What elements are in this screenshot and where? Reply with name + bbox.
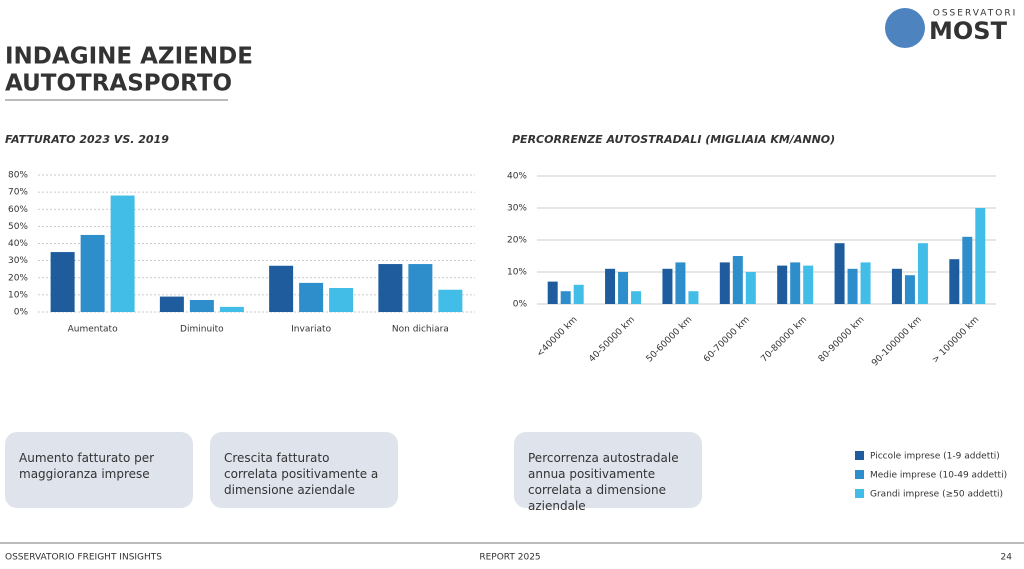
legend-swatch xyxy=(855,470,864,479)
x-tick-label: 70-80000 km xyxy=(759,315,809,365)
x-tick-label: > 100000 km xyxy=(931,315,982,366)
bar xyxy=(573,284,584,304)
bar xyxy=(917,243,928,304)
bar xyxy=(790,262,801,304)
y-tick-label: 20% xyxy=(8,273,28,283)
x-tick-label: 80-90000 km xyxy=(817,315,867,365)
x-tick-label: 60-70000 km xyxy=(702,315,752,365)
bar xyxy=(547,281,558,304)
bar xyxy=(159,296,184,312)
bar xyxy=(110,195,135,312)
y-tick-label: 10% xyxy=(507,268,527,278)
y-tick-label: 0% xyxy=(513,300,528,310)
footer-left: OSSERVATORIO FREIGHT INSIGHTS xyxy=(5,553,162,563)
bar xyxy=(618,272,629,304)
title-line: AUTOTRASPORTO xyxy=(5,71,232,97)
bar xyxy=(189,300,214,312)
bar xyxy=(962,236,973,304)
bar xyxy=(299,282,324,312)
x-tick-label: 40-50000 km xyxy=(587,315,637,365)
y-tick-label: 10% xyxy=(8,290,28,300)
chart-title: PERCORRENZE AUTOSTRADALI (MIGLIAIA KM/AN… xyxy=(512,133,835,146)
bar xyxy=(777,265,788,304)
chart-title: FATTURATO 2023 VS. 2019 xyxy=(5,133,169,146)
legend-swatch xyxy=(855,489,864,498)
title-line: INDAGINE AZIENDE xyxy=(5,44,253,70)
legend-label: Grandi imprese (≥50 addetti) xyxy=(870,490,1003,500)
bar xyxy=(662,268,673,304)
bar xyxy=(605,268,616,304)
bar xyxy=(803,265,814,304)
bar xyxy=(860,262,871,304)
bar xyxy=(847,268,858,304)
bar xyxy=(675,262,686,304)
x-tick-label: 90-100000 km xyxy=(870,315,924,369)
x-tick-label: 50-60000 km xyxy=(645,315,695,365)
bar xyxy=(80,234,105,312)
x-tick-label: Diminuito xyxy=(180,325,224,335)
bar xyxy=(745,272,756,304)
bar xyxy=(219,306,244,312)
note: Crescita fatturato correlata positivamen… xyxy=(210,432,398,508)
bar xyxy=(329,288,354,312)
x-tick-label: Invariato xyxy=(291,325,331,335)
legend-label: Piccole imprese (1-9 addetti) xyxy=(870,452,1000,462)
y-tick-label: 40% xyxy=(507,172,527,182)
bar xyxy=(560,291,571,304)
note: Percorrenza autostradale annua positivam… xyxy=(514,432,702,513)
y-tick-label: 40% xyxy=(8,239,28,249)
y-tick-label: 50% xyxy=(8,222,28,232)
bar xyxy=(631,291,642,304)
bar xyxy=(378,264,403,312)
note: Aumento fatturato per maggioranza impres… xyxy=(5,432,193,508)
logo-globe xyxy=(885,8,925,48)
bar xyxy=(269,265,294,312)
bar xyxy=(408,264,433,312)
y-tick-label: 30% xyxy=(8,256,28,266)
bar xyxy=(834,243,845,304)
bar xyxy=(904,275,915,304)
bar xyxy=(975,208,986,304)
legend-swatch xyxy=(855,451,864,460)
x-tick-label: Aumentato xyxy=(68,325,118,335)
bar xyxy=(438,289,463,312)
bar xyxy=(732,256,743,304)
y-tick-label: 30% xyxy=(507,204,527,214)
footer-center: REPORT 2025 xyxy=(479,553,540,563)
x-tick-label: <40000 km xyxy=(535,315,580,360)
y-tick-label: 20% xyxy=(507,236,527,246)
bar xyxy=(719,262,730,304)
bar xyxy=(688,291,699,304)
y-tick-label: 80% xyxy=(8,171,28,181)
logo-main: MOST xyxy=(929,17,1008,45)
bar xyxy=(891,268,902,304)
page-number: 24 xyxy=(1001,553,1013,563)
y-tick-label: 0% xyxy=(14,308,29,318)
y-tick-label: 60% xyxy=(8,205,28,215)
logo-top: OSSERVATORI xyxy=(933,9,1018,19)
y-tick-label: 70% xyxy=(8,188,28,198)
x-tick-label: Non dichiara xyxy=(392,325,449,335)
legend-label: Medie imprese (10-49 addetti) xyxy=(870,471,1007,481)
bar xyxy=(949,259,960,304)
bar xyxy=(50,252,75,312)
